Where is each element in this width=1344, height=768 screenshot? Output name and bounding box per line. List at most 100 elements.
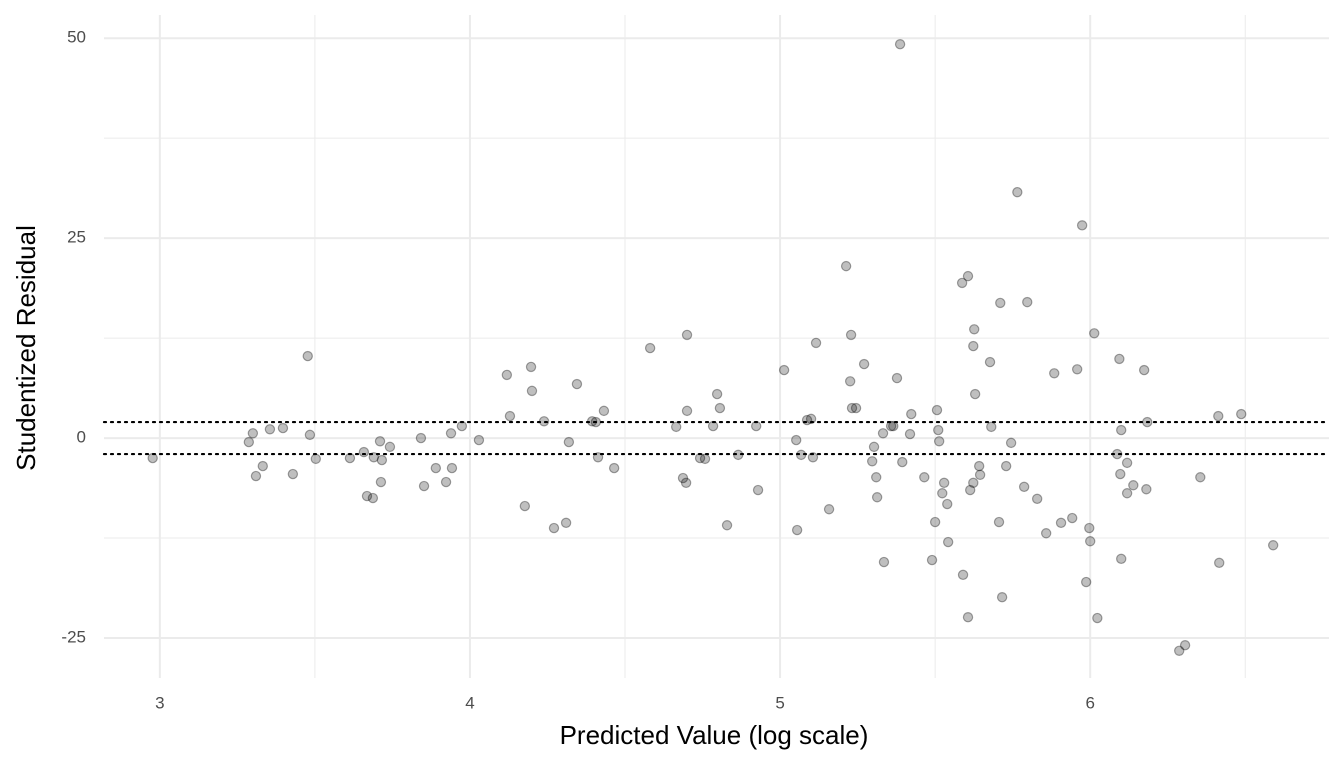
point [677,472,689,484]
point [1138,364,1150,376]
point [878,556,890,568]
point [361,490,373,502]
point [840,260,852,272]
point [894,38,906,50]
point [810,337,822,349]
point [993,516,1005,528]
point [1214,557,1225,569]
y-tick-label: -25 [61,627,86,646]
point [962,612,974,623]
point [1092,612,1103,624]
point [250,470,262,482]
point [995,297,1006,309]
point [1195,472,1206,483]
point [938,477,950,489]
point [885,420,897,432]
point [418,480,430,492]
point [956,277,968,289]
point [866,456,878,467]
point [929,516,941,528]
point [844,376,856,387]
point [926,554,938,566]
point [287,468,299,480]
point [897,456,908,468]
point [367,492,379,504]
point [1115,468,1126,480]
point [374,436,386,447]
point [1040,528,1052,539]
y-tick-label: 50 [67,28,86,47]
point [277,422,289,434]
point [446,462,458,474]
point [942,536,954,548]
point [711,388,723,400]
point [1121,457,1133,469]
point [964,484,976,496]
point [699,453,711,465]
point [563,436,575,448]
point [670,421,682,433]
point [375,476,387,488]
point [608,462,620,474]
y-axis-title: Studentized Residual [11,225,41,471]
point [846,402,858,414]
point [871,492,883,503]
point [1116,424,1127,436]
point [415,432,427,444]
point [962,270,974,282]
point [968,340,979,352]
point [681,405,693,417]
point [850,402,862,414]
point [1071,364,1083,375]
point [974,469,986,481]
point [1114,353,1125,365]
point [1012,186,1023,198]
point [526,385,538,397]
point [376,454,388,466]
point [1128,480,1139,491]
point [1005,437,1017,449]
point [933,436,945,447]
point [891,372,903,384]
point [969,324,980,335]
point [680,477,692,489]
x-tick-label: 4 [465,693,474,712]
y-tick-label: 0 [77,428,86,447]
point [969,388,981,400]
point [919,472,930,483]
point [519,500,531,512]
point [501,369,513,381]
point [752,484,764,496]
point [358,446,370,458]
point [1267,540,1279,551]
point [984,356,996,368]
point [845,329,857,341]
point [904,428,916,440]
x-tick-label: 6 [1085,693,1094,712]
point [440,476,452,488]
point [1179,640,1191,651]
point [1084,522,1095,534]
point [1089,328,1100,339]
point [304,429,316,441]
point [560,517,572,529]
point [504,410,516,422]
y-tick-label: 25 [67,228,86,247]
point [310,453,322,465]
point [1000,460,1012,472]
point [973,460,985,472]
point [525,361,537,373]
point [1174,645,1185,657]
point [1076,220,1088,231]
point [942,498,953,510]
point [931,404,943,416]
point [877,428,889,439]
x-tick-label: 5 [775,693,784,712]
point [644,342,656,354]
point [1236,408,1247,420]
point [778,364,790,376]
point [823,504,835,515]
x-tick-label: 3 [155,693,164,712]
point [473,434,485,446]
point [1085,536,1096,547]
